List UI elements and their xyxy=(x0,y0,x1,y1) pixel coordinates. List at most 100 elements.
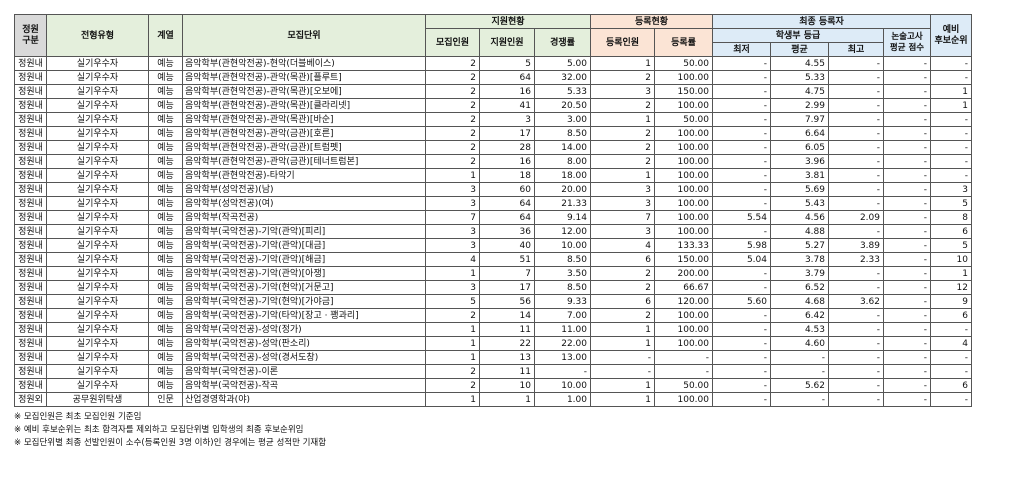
cell-type: 실기우수자 xyxy=(46,56,149,71)
cell-type: 실기우수자 xyxy=(46,168,149,183)
table-row: 정원내 실기우수자 예능 음악학부(관현악전공)-관악(금관)[테너트럼본] 2 16 8.… xyxy=(14,154,972,169)
cell-field: 예능 xyxy=(148,56,183,71)
cell-waitlist: - xyxy=(930,56,972,71)
table-row: 정원내 실기우수자 예능 음악학부(국악전공)-기악(타악)[장고 · 꽹과리] 2 14… xyxy=(14,308,972,323)
cell-ratio: 14.00 xyxy=(534,140,591,155)
cell-waitlist: - xyxy=(930,126,972,141)
cell-applied: 18 xyxy=(479,168,535,183)
header-registration-group: 등록현황 xyxy=(590,14,713,29)
cell-min: - xyxy=(712,378,771,393)
cell-type: 실기우수자 xyxy=(46,154,149,169)
cell-max: - xyxy=(828,182,884,197)
cell-reg-rate: - xyxy=(654,350,713,365)
cell-registered: 1 xyxy=(590,112,655,127)
cell-reg-rate: 50.00 xyxy=(654,56,713,71)
cell-field: 예능 xyxy=(148,252,183,267)
cell-min: 5.54 xyxy=(712,210,771,225)
cell-avg: 4.88 xyxy=(770,224,829,239)
cell-min: 5.98 xyxy=(712,238,771,253)
cell-min: - xyxy=(712,392,771,407)
header-field: 계열 xyxy=(148,14,183,57)
cell-type: 실기우수자 xyxy=(46,182,149,197)
cell-reg-rate: 150.00 xyxy=(654,84,713,99)
cell-recruit: 1 xyxy=(425,392,480,407)
header-avg: 평균 xyxy=(770,42,829,57)
header-category: 정원 구분 xyxy=(14,14,47,57)
cell-waitlist: 5 xyxy=(930,238,972,253)
table-row: 정원내 실기우수자 예능 음악학부(국악전공)-기악(관악)[아쟁] 1 7 3.50 2 20… xyxy=(14,266,972,281)
cell-avg: 6.64 xyxy=(770,126,829,141)
table-row: 정원내 실기우수자 예능 음악학부(국악전공)-성악(경서도창) 1 13 13.00- - -… xyxy=(14,350,972,365)
cell-reg-rate: 100.00 xyxy=(654,224,713,239)
header-grade-group: 학생부 등급 xyxy=(712,28,884,43)
table-row: 정원내 실기우수자 예능 음악학부(국악전공)-성악(정가) 1 11 11.00 1 100.… xyxy=(14,322,972,337)
cell-registered: 7 xyxy=(590,210,655,225)
cell-applied: 17 xyxy=(479,280,535,295)
cell-max: - xyxy=(828,336,884,351)
cell-avg: 3.81 xyxy=(770,168,829,183)
cell-essay: - xyxy=(883,112,931,127)
cell-recruit: 2 xyxy=(425,98,480,113)
cell-ratio: 5.00 xyxy=(534,56,591,71)
cell-unit: 음악학부(관현악전공)-관악(목관)[오보에] xyxy=(182,84,426,99)
cell-min: - xyxy=(712,168,771,183)
cell-registered: 2 xyxy=(590,98,655,113)
cell-max: - xyxy=(828,280,884,295)
cell-min: - xyxy=(712,140,771,155)
cell-reg-rate: - xyxy=(654,364,713,379)
cell-applied: 16 xyxy=(479,154,535,169)
cell-essay: - xyxy=(883,70,931,85)
cell-category: 정원내 xyxy=(14,196,47,211)
cell-waitlist: 1 xyxy=(930,266,972,281)
cell-max: - xyxy=(828,322,884,337)
cell-unit: 음악학부(관현악전공)-현악(더블베이스) xyxy=(182,56,426,71)
cell-min: - xyxy=(712,98,771,113)
table-row: 정원내 실기우수자 예능 음악학부(국악전공)-기악(현악)[가야금] 5 56 9.33 6… xyxy=(14,294,972,309)
table-body: 정원내 실기우수자 예능 음악학부(관현악전공)-현악(더블베이스) 2 5 5.00 1 50… xyxy=(14,56,972,407)
cell-max: - xyxy=(828,308,884,323)
cell-registered: - xyxy=(590,364,655,379)
cell-min: - xyxy=(712,112,771,127)
cell-field: 예능 xyxy=(148,140,183,155)
cell-max: - xyxy=(828,70,884,85)
table-row: 정원내 실기우수자 예능 음악학부(관현악전공)-관악(목관)[오보에] 2 16 5.33… xyxy=(14,84,972,99)
cell-ratio: 18.00 xyxy=(534,168,591,183)
cell-category: 정원내 xyxy=(14,336,47,351)
cell-recruit: 1 xyxy=(425,336,480,351)
cell-category: 정원내 xyxy=(14,140,47,155)
cell-registered: 2 xyxy=(590,266,655,281)
cell-reg-rate: 100.00 xyxy=(654,140,713,155)
cell-max: - xyxy=(828,56,884,71)
cell-max: 2.09 xyxy=(828,210,884,225)
cell-waitlist: 10 xyxy=(930,252,972,267)
cell-recruit: 3 xyxy=(425,224,480,239)
cell-max: - xyxy=(828,84,884,99)
cell-unit: 음악학부(성악전공)(여) xyxy=(182,196,426,211)
footnotes: ※ 모집인원은 최초 모집인원 기준임 ※ 예비 후보순위는 최초 합격자를 제… xyxy=(14,411,972,450)
cell-essay: - xyxy=(883,168,931,183)
cell-min: - xyxy=(712,56,771,71)
cell-recruit: 1 xyxy=(425,168,480,183)
cell-ratio: 7.00 xyxy=(534,308,591,323)
table-row: 정원내 실기우수자 예능 음악학부(국악전공)-성악(판소리) 1 22 22.00 1 100… xyxy=(14,336,972,351)
cell-essay: - xyxy=(883,350,931,365)
cell-min: - xyxy=(712,280,771,295)
cell-registered: 2 xyxy=(590,70,655,85)
cell-avg: 4.75 xyxy=(770,84,829,99)
cell-field: 예능 xyxy=(148,294,183,309)
cell-waitlist: - xyxy=(930,392,972,407)
cell-ratio: 9.33 xyxy=(534,294,591,309)
cell-ratio: 21.33 xyxy=(534,196,591,211)
header-ratio: 경쟁률 xyxy=(534,28,591,57)
cell-type: 실기우수자 xyxy=(46,280,149,295)
cell-type: 실기우수자 xyxy=(46,98,149,113)
cell-applied: 64 xyxy=(479,210,535,225)
cell-max: - xyxy=(828,112,884,127)
cell-recruit: 7 xyxy=(425,210,480,225)
cell-type: 공무원위탁생 xyxy=(46,392,149,407)
cell-essay: - xyxy=(883,364,931,379)
cell-recruit: 3 xyxy=(425,182,480,197)
cell-avg: - xyxy=(770,392,829,407)
cell-min: - xyxy=(712,308,771,323)
cell-recruit: 1 xyxy=(425,266,480,281)
